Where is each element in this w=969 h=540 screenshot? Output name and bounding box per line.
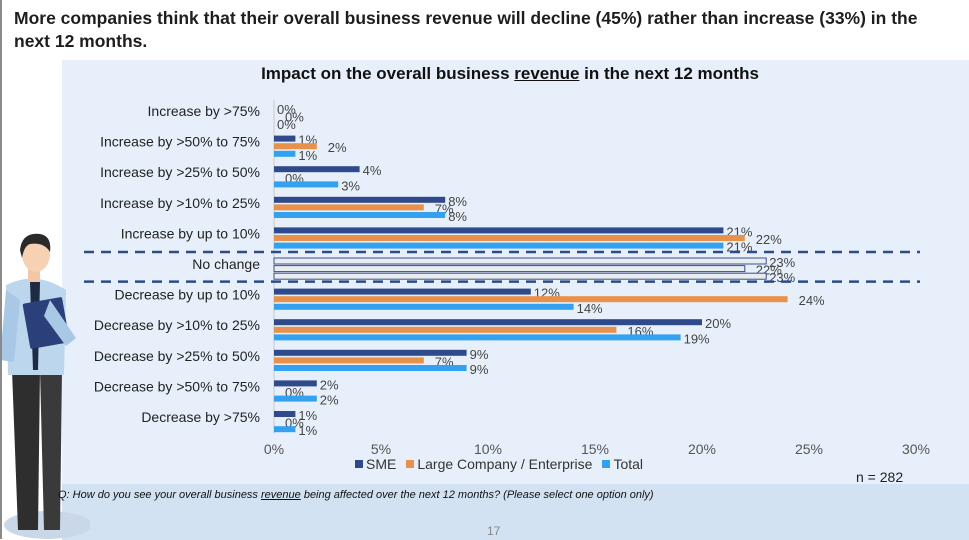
category-label: Decrease by up to 10% — [114, 287, 260, 303]
bar-sme — [274, 196, 446, 203]
data-label-total: 9% — [470, 362, 489, 377]
category-label: Decrease by >10% to 25% — [94, 317, 260, 333]
headline: More companies think that their overall … — [14, 8, 918, 51]
legend-swatch-sme — [355, 460, 363, 468]
category-label: Increase by >75% — [148, 103, 260, 119]
bar-sme — [274, 349, 467, 356]
category-label: Increase by >50% to 75% — [100, 134, 260, 150]
bar-chart: Increase by >75% 0%0%0%Increase by >50% t… — [84, 100, 930, 457]
x-tick-label: 25% — [795, 441, 823, 457]
bar-large — [274, 204, 424, 211]
x-tick-label: 5% — [371, 441, 391, 457]
category-label: Increase by >10% to 25% — [100, 195, 260, 211]
legend-swatch-large — [406, 460, 415, 468]
data-label-total: 1% — [298, 148, 317, 163]
question-post: being affected over the next 12 months? … — [300, 489, 654, 501]
legend-label-total: Total — [613, 456, 644, 472]
bar-sme — [274, 288, 531, 295]
bar-total — [274, 150, 296, 157]
bar-total — [274, 303, 574, 310]
data-label-total: 1% — [298, 423, 317, 438]
data-label-sme: 1% — [298, 408, 317, 423]
bar-total — [274, 365, 467, 371]
category-label: Decrease by >50% to 75% — [94, 378, 260, 394]
bar-total — [274, 426, 296, 433]
data-label-large: 22% — [756, 232, 782, 247]
legend: SME Large Company / Enterprise Total — [355, 456, 643, 472]
category-label: Increase by up to 10% — [121, 225, 260, 241]
question-pre: Q: How do you see your overall business — [58, 489, 261, 501]
survey-question: Q: How do you see your overall business … — [58, 489, 654, 501]
bar-sme — [273, 257, 767, 265]
legend-item-sme: SME — [355, 456, 396, 472]
x-tick-label: 10% — [474, 441, 502, 457]
x-tick-label: 0% — [264, 441, 284, 457]
data-label-sme: 23% — [769, 255, 795, 270]
category-label: No change — [192, 256, 260, 272]
data-label-total: 0% — [277, 117, 296, 132]
businessman-illustration — [0, 233, 90, 539]
bar-large — [274, 235, 745, 241]
category-label: Decrease by >25% to 50% — [94, 348, 260, 364]
bar-sme — [274, 411, 296, 417]
chart-title-post: in the next 12 months — [579, 64, 759, 83]
x-tick-label: 30% — [902, 441, 930, 457]
question-emph: revenue — [261, 489, 301, 501]
bar-large — [274, 326, 617, 333]
legend-swatch-total — [602, 460, 611, 468]
data-label-large: 0% — [285, 110, 304, 125]
x-tick-label: 20% — [688, 441, 716, 457]
bar-total — [274, 212, 446, 218]
bar-sme — [274, 227, 724, 234]
chart-title-emph: revenue — [514, 64, 580, 83]
data-label-total: 19% — [684, 331, 710, 346]
data-label-sme: 2% — [320, 377, 339, 392]
data-label-total: 3% — [341, 178, 360, 193]
chart-title-pre: Impact on the overall business — [261, 64, 515, 83]
data-label-sme: 9% — [470, 347, 489, 362]
legend-item-large: Large Company / Enterprise — [406, 456, 592, 472]
bar-large — [274, 143, 317, 150]
data-label-total: 14% — [577, 301, 603, 316]
bar-sme — [274, 135, 296, 142]
data-label-sme: 0% — [277, 102, 296, 117]
bar-total — [274, 334, 681, 341]
page-number: 17 — [487, 524, 501, 538]
bar-large — [274, 296, 788, 303]
data-label-large: 24% — [799, 293, 825, 308]
data-label-total: 2% — [320, 393, 339, 408]
x-tick-label: 15% — [581, 441, 609, 457]
data-label-total: 8% — [448, 209, 467, 224]
bar-sme — [274, 166, 360, 173]
bar-total — [274, 395, 317, 402]
category-label: Decrease by >75% — [141, 409, 260, 425]
bar-total — [274, 181, 339, 188]
data-label-large: 2% — [328, 140, 347, 155]
legend-label-sme: SME — [366, 456, 397, 472]
data-label-total: 23% — [769, 270, 795, 285]
data-label-sme: 4% — [363, 163, 382, 178]
data-label-sme: 8% — [448, 194, 467, 209]
data-label-sme: 20% — [705, 316, 731, 331]
bar-sme — [274, 380, 317, 387]
bar-total — [274, 242, 724, 249]
bar-large — [273, 265, 746, 273]
legend-item-total: Total — [602, 456, 643, 472]
chart-title: Impact on the overall business revenue i… — [0, 64, 969, 84]
bar-large — [274, 357, 424, 364]
footer-band — [62, 484, 969, 540]
category-label: Increase by >25% to 50% — [100, 164, 260, 180]
legend-label-large: Large Company / Enterprise — [417, 456, 593, 472]
bar-total — [273, 272, 767, 280]
bar-sme — [274, 319, 702, 326]
sample-size: n = 282 — [856, 469, 904, 485]
